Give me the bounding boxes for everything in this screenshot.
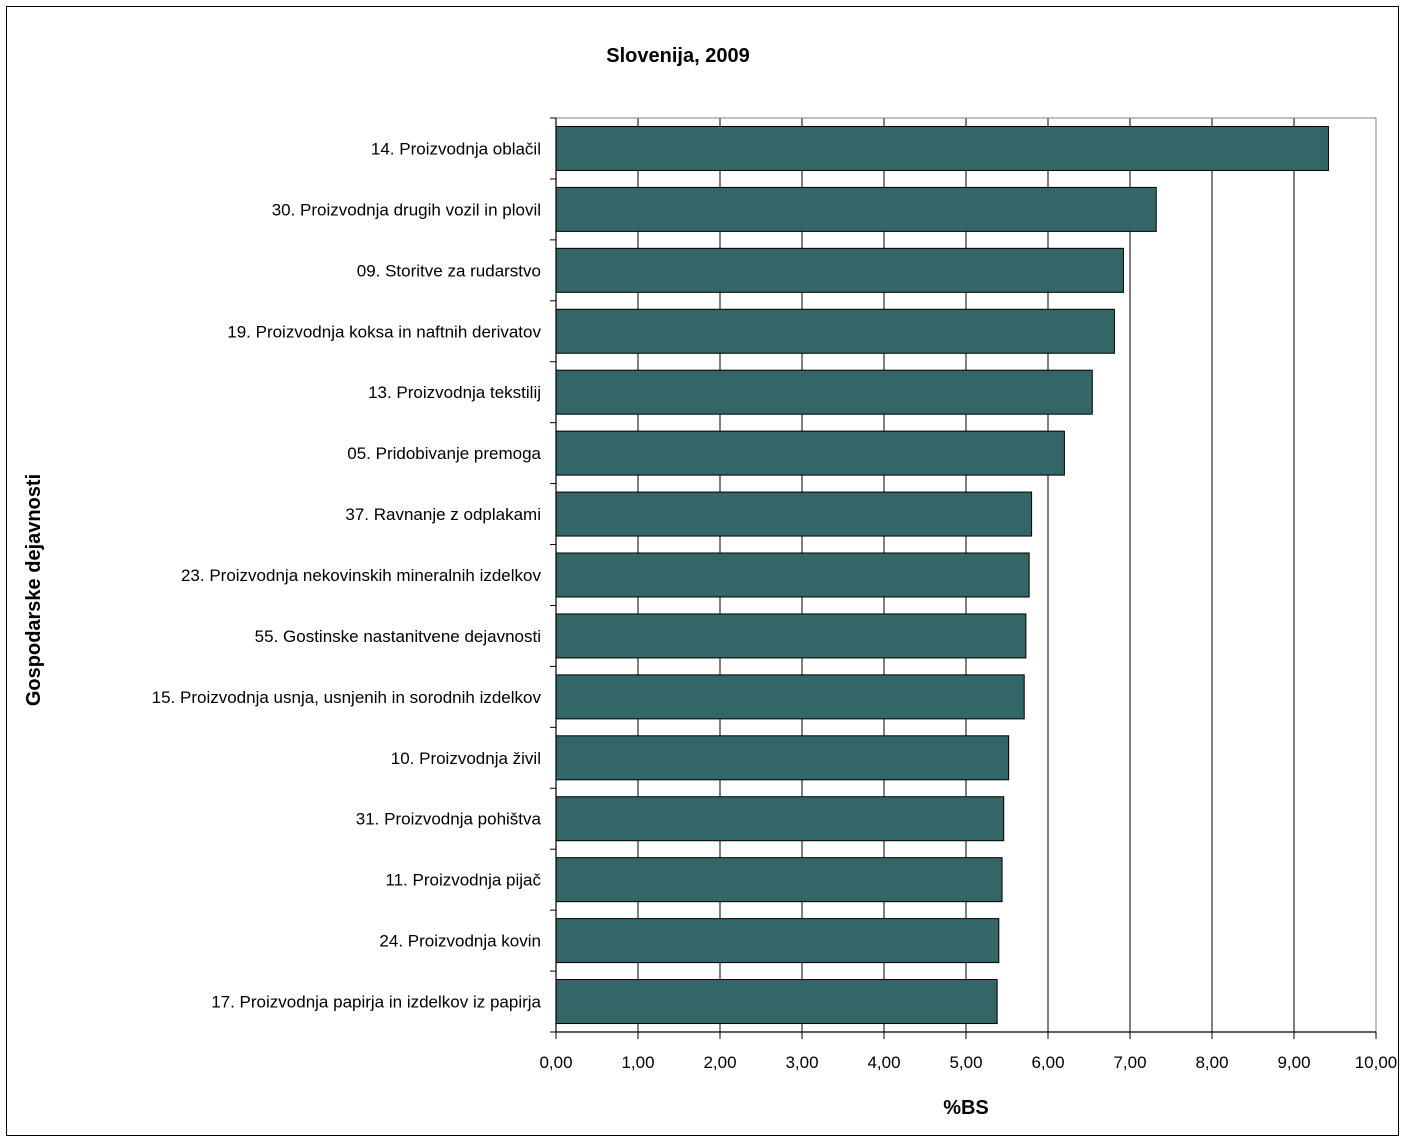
category-label: 05. Pridobivanje premoga xyxy=(347,444,541,463)
plot-area: 14. Proizvodnja oblačil 30. Proizvodnja d… xyxy=(152,117,1398,1072)
bar xyxy=(555,918,1000,964)
category-label: 13. Proizvodnja tekstilij xyxy=(368,383,541,402)
category-label: 24. Proizvodnja kovin xyxy=(379,932,541,951)
category-label: 37. Ravnanje z odplakami xyxy=(345,505,541,524)
x-tick-label: 10,00 xyxy=(1355,1053,1398,1072)
category-label: 30. Proizvodnja drugih vozil in plovil xyxy=(272,200,541,219)
category-label: 14. Proizvodnja oblačil xyxy=(371,139,541,158)
category-label: 11. Proizvodnja pijač xyxy=(385,871,541,890)
bar xyxy=(555,491,1033,537)
bar xyxy=(555,369,1093,415)
x-tick-label: 3,00 xyxy=(785,1053,818,1072)
x-tick-label: 0,00 xyxy=(539,1053,572,1072)
bar xyxy=(555,247,1124,293)
x-tick-label: 7,00 xyxy=(1113,1053,1146,1072)
bar xyxy=(555,796,1005,842)
chart-title: Slovenija, 2009 xyxy=(606,45,749,67)
bar xyxy=(555,735,1010,781)
x-tick-label: 4,00 xyxy=(867,1053,900,1072)
bar xyxy=(555,308,1115,354)
category-label: 15. Proizvodnja usnja, usnjenih in sorod… xyxy=(152,688,542,707)
x-tick-label: 9,00 xyxy=(1277,1053,1310,1072)
category-label: 19. Proizvodnja koksa in naftnih derivat… xyxy=(227,322,541,341)
category-label: 23. Proizvodnja nekovinskih mineralnih i… xyxy=(181,566,542,585)
category-label: 10. Proizvodnja živil xyxy=(391,749,541,768)
bar xyxy=(555,674,1025,720)
bar xyxy=(555,857,1003,903)
category-label: 17. Proizvodnja papirja in izdelkov iz p… xyxy=(211,993,541,1012)
bar xyxy=(555,125,1329,171)
category-label: 55. Gostinske nastanitvene dejavnosti xyxy=(255,627,541,646)
x-tick-label: 8,00 xyxy=(1195,1053,1228,1072)
bar xyxy=(555,979,998,1025)
bar xyxy=(555,552,1030,598)
x-tick-label: 1,00 xyxy=(621,1053,654,1072)
x-tick-label: 2,00 xyxy=(703,1053,736,1072)
bar xyxy=(555,613,1027,659)
category-label: 09. Storitve za rudarstvo xyxy=(357,261,541,280)
y-axis-title: Gospodarske dejavnosti xyxy=(23,474,45,706)
bar xyxy=(555,186,1157,232)
category-label: 31. Proizvodnja pohištva xyxy=(356,810,542,829)
x-tick-label: 6,00 xyxy=(1031,1053,1064,1072)
x-axis-title: %BS xyxy=(943,1097,989,1119)
bar xyxy=(555,430,1065,476)
x-tick-label: 5,00 xyxy=(949,1053,982,1072)
